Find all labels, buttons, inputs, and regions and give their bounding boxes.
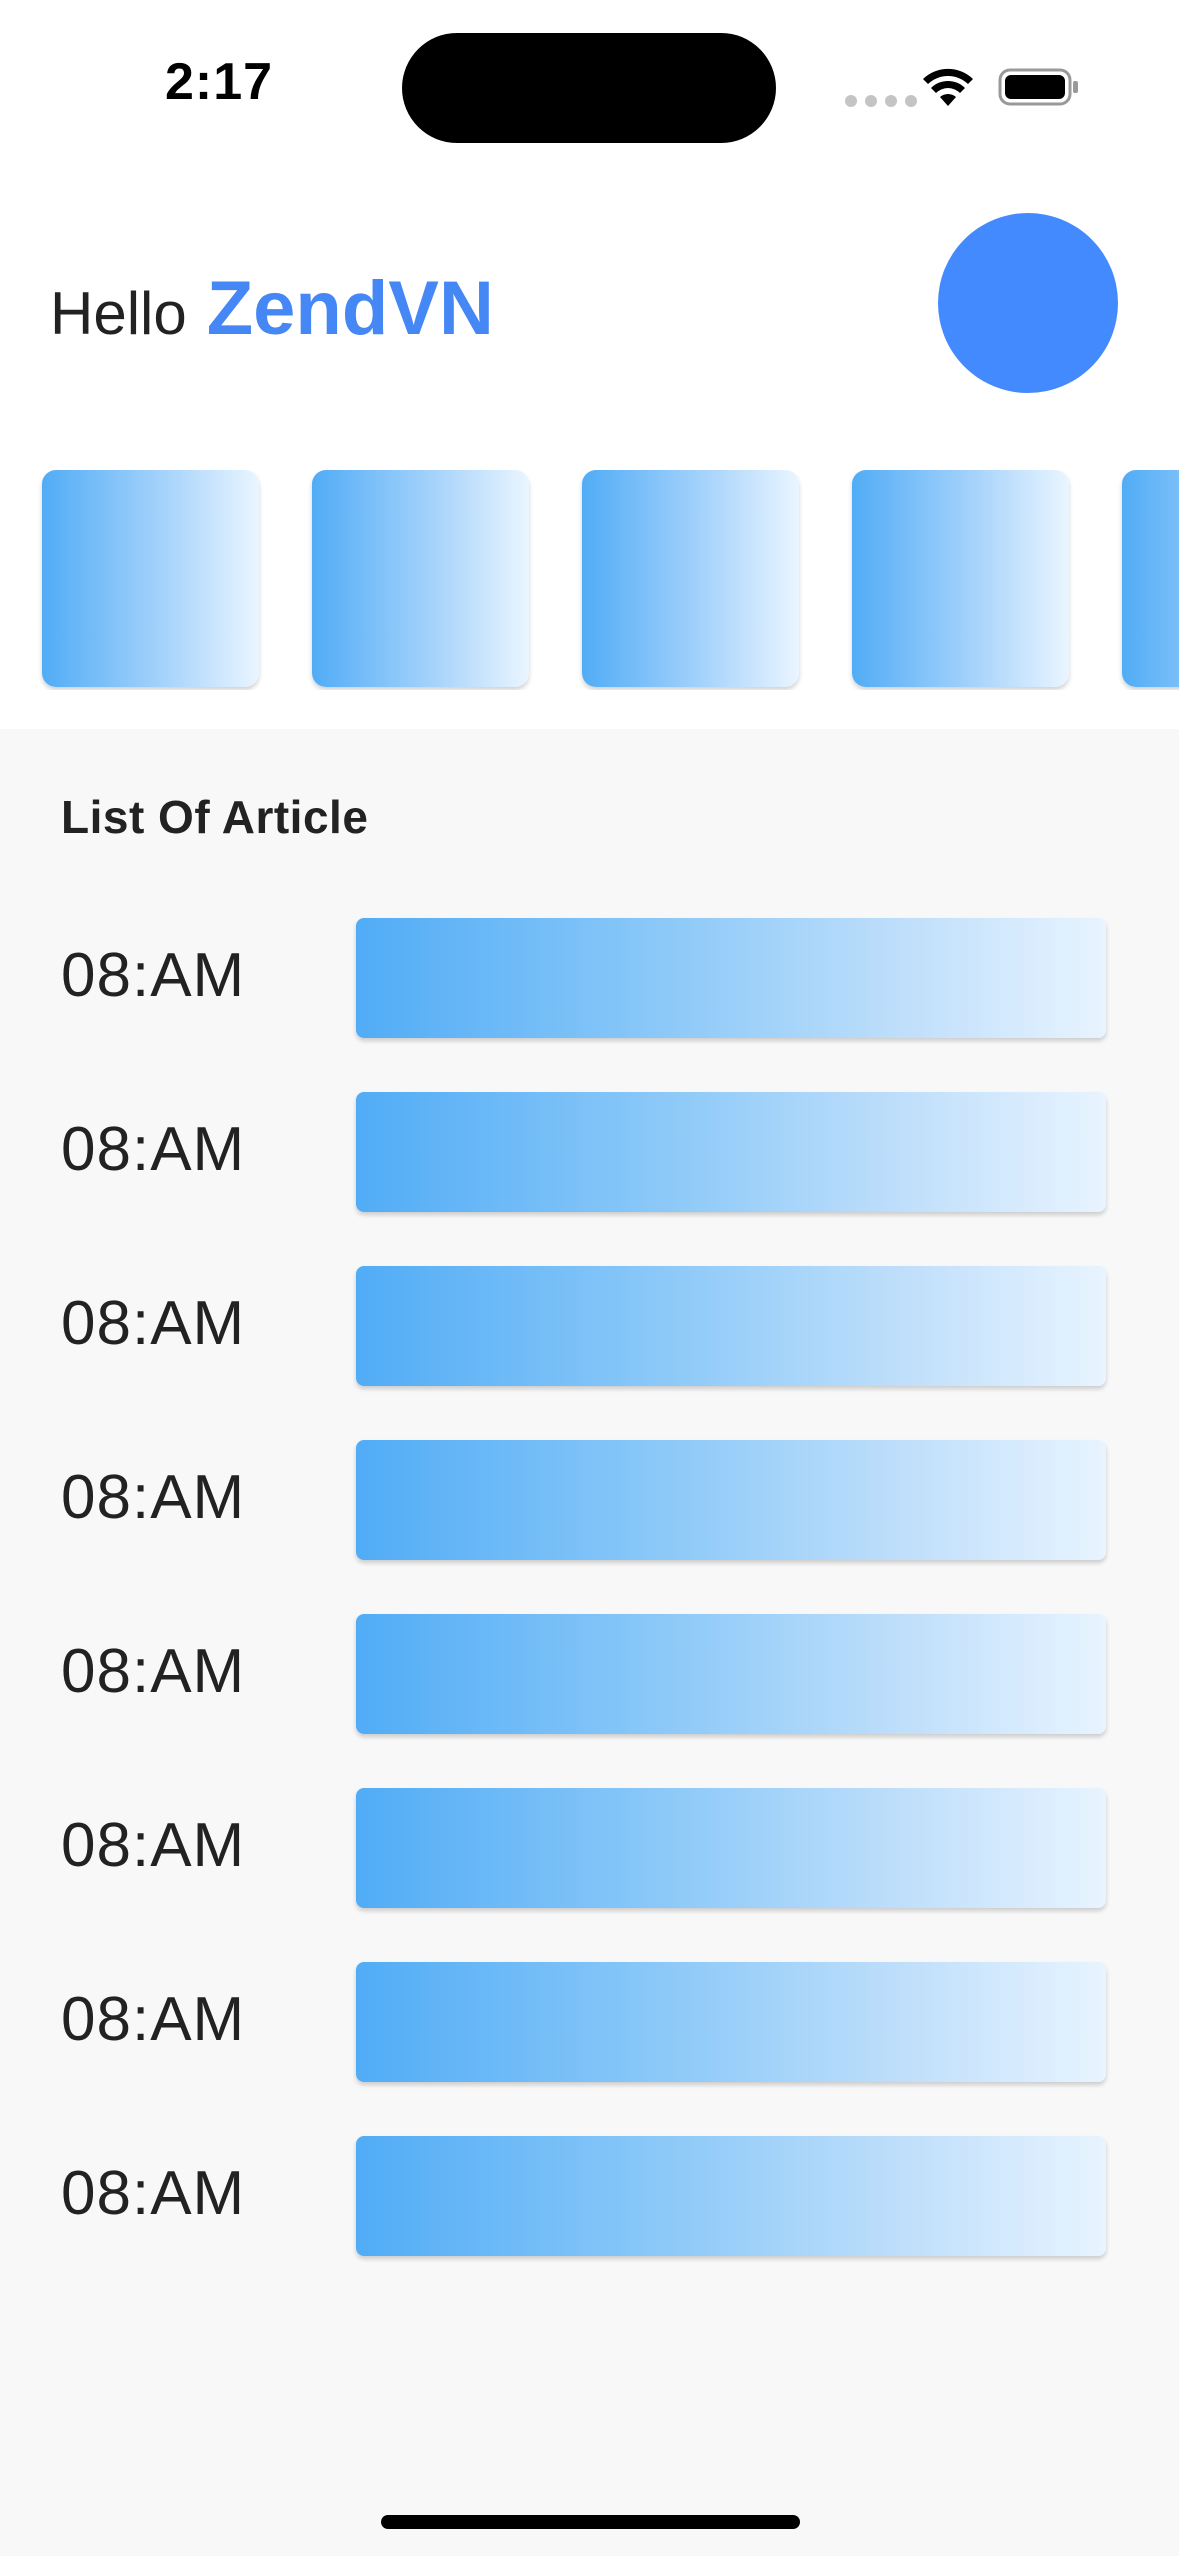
article-card[interactable] [356,1614,1106,1734]
article-time: 08:AM [61,2159,246,2228]
article-row[interactable]: 08:AM [0,1266,1179,1386]
article-card[interactable] [356,918,1106,1038]
article-row[interactable]: 08:AM [0,1962,1179,2082]
article-card[interactable] [356,1962,1106,2082]
article-card[interactable] [356,1440,1106,1560]
article-row[interactable]: 08:AM [0,2136,1179,2256]
article-time: 08:AM [61,1811,246,1880]
article-card[interactable] [356,1092,1106,1212]
article-card[interactable] [356,2136,1106,2256]
article-list-title: List Of Article [61,791,369,843]
article-row[interactable]: 08:AM [0,1440,1179,1560]
article-row[interactable]: 08:AM [0,918,1179,1038]
avatar[interactable] [938,213,1118,393]
home-indicator[interactable] [381,2515,800,2529]
featured-carousel[interactable] [0,470,1179,690]
article-card[interactable] [356,1788,1106,1908]
article-time: 08:AM [61,1985,246,2054]
battery-icon [998,68,1078,106]
wifi-icon [923,68,973,106]
greeting-hello: Hello [50,280,187,347]
featured-card[interactable] [852,470,1069,687]
greeting-username: ZendVN [206,266,494,351]
featured-card[interactable] [582,470,799,687]
article-time: 08:AM [61,1289,246,1358]
article-row[interactable]: 08:AM [0,1092,1179,1212]
featured-card[interactable] [312,470,529,687]
cellular-signal-icon [845,95,917,107]
featured-card[interactable] [1122,470,1179,687]
article-row[interactable]: 08:AM [0,1788,1179,1908]
article-card[interactable] [356,1266,1106,1386]
article-time: 08:AM [61,1637,246,1706]
article-time: 08:AM [61,1463,246,1532]
featured-card[interactable] [42,470,259,687]
dynamic-island [402,33,776,143]
article-time: 08:AM [61,1115,246,1184]
article-time: 08:AM [61,941,246,1010]
status-time: 2:17 [165,53,274,111]
article-row[interactable]: 08:AM [0,1614,1179,1734]
greeting: Hello ZendVN [50,265,494,352]
